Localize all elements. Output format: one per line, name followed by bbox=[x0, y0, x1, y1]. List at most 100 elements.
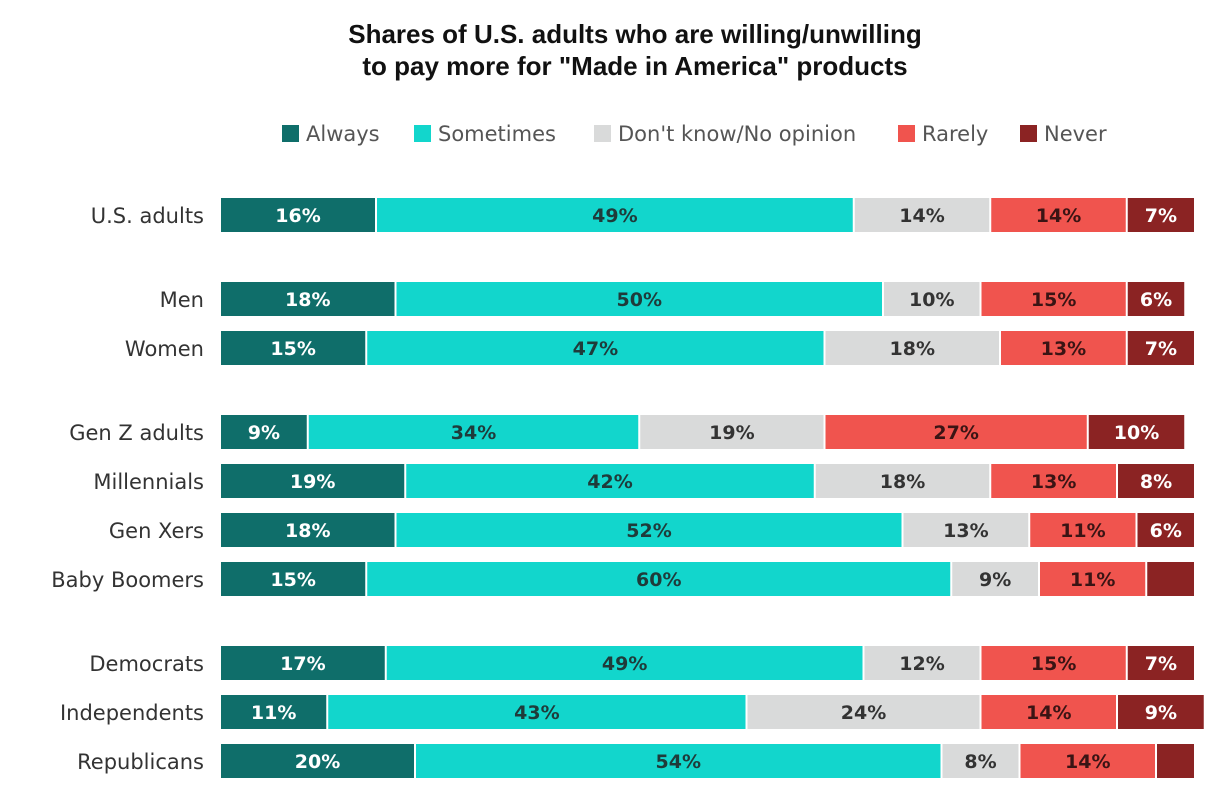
legend-label-never: Never bbox=[1044, 122, 1107, 146]
chart-rows: U.S. adults 16% 49% 14% 14% 7% Men 18% 50% 10% 15%… bbox=[51, 198, 1204, 778]
bar-segment-always bbox=[221, 744, 414, 778]
data-label: 13% bbox=[943, 520, 988, 542]
row-label: Women bbox=[125, 337, 204, 361]
data-label: 42% bbox=[587, 471, 632, 493]
bar-segment-sometimes bbox=[328, 695, 746, 729]
legend-swatch-don-t-know-no-opinion bbox=[594, 125, 611, 142]
legend-item-rarely: Rarely bbox=[898, 122, 988, 146]
bar-segment-rarely bbox=[981, 646, 1126, 680]
bar-row-independents: Independents 11% 43% 24% 14% 9% bbox=[60, 695, 1204, 729]
bar-segment-never bbox=[1127, 282, 1185, 316]
bar-segment-always bbox=[221, 695, 327, 729]
bar-segment-don-t-know-no-opinion bbox=[825, 331, 999, 365]
bar-segment-rarely bbox=[1020, 744, 1155, 778]
bar-segment-never bbox=[1137, 513, 1194, 547]
row-label: Gen Xers bbox=[109, 519, 204, 543]
data-label: 15% bbox=[270, 569, 315, 591]
bar-row-women: Women 15% 47% 18% 13% 7% bbox=[125, 331, 1194, 365]
bar-segment-rarely bbox=[981, 282, 1126, 316]
legend-label-sometimes: Sometimes bbox=[438, 122, 556, 146]
legend-item-always: Always bbox=[282, 122, 380, 146]
legend-item-never: Never bbox=[1020, 122, 1107, 146]
data-label: 15% bbox=[1031, 289, 1076, 311]
bar-segment-always bbox=[221, 562, 366, 596]
data-label: 14% bbox=[1065, 751, 1110, 773]
data-label: 15% bbox=[270, 338, 315, 360]
bar-segment-don-t-know-no-opinion bbox=[864, 646, 980, 680]
data-label: 8% bbox=[1140, 471, 1172, 493]
data-label: 49% bbox=[602, 653, 647, 675]
legend-label-rarely: Rarely bbox=[922, 122, 988, 146]
data-label: 10% bbox=[909, 289, 954, 311]
bar-segment-rarely bbox=[981, 695, 1116, 729]
data-label: 6% bbox=[1150, 520, 1182, 542]
data-label: 24% bbox=[841, 702, 886, 724]
bar-segment-rarely bbox=[1030, 513, 1136, 547]
bar-segment-rarely bbox=[991, 198, 1126, 232]
row-label: Democrats bbox=[89, 652, 204, 676]
bar-row-republicans: Republicans 20% 54% 8% 14% bbox=[77, 744, 1194, 778]
bar-row-millennials: Millennials 19% 42% 18% 13% 8% bbox=[93, 464, 1194, 498]
data-label: 10% bbox=[1114, 422, 1159, 444]
bar-segment-don-t-know-no-opinion bbox=[903, 513, 1029, 547]
data-label: 13% bbox=[1041, 338, 1086, 360]
bar-segment-never bbox=[1147, 562, 1194, 596]
bar-segment-never bbox=[1118, 695, 1204, 729]
bar-segment-always bbox=[221, 331, 366, 365]
bar-segment-never bbox=[1127, 198, 1194, 232]
bar-segment-don-t-know-no-opinion bbox=[854, 198, 990, 232]
bar-segment-always bbox=[221, 464, 405, 498]
bar-row-democrats: Democrats 17% 49% 12% 15% 7% bbox=[89, 646, 1194, 680]
bar-segment-sometimes bbox=[396, 513, 902, 547]
data-label: 14% bbox=[1036, 205, 1081, 227]
data-label: 9% bbox=[248, 422, 280, 444]
data-label: 27% bbox=[933, 422, 978, 444]
legend-swatch-sometimes bbox=[414, 125, 431, 142]
data-label: 43% bbox=[514, 702, 559, 724]
bar-segment-don-t-know-no-opinion bbox=[942, 744, 1019, 778]
legend-item-don-t-know-no-opinion: Don't know/No opinion bbox=[594, 122, 856, 146]
bar-segment-don-t-know-no-opinion bbox=[952, 562, 1038, 596]
data-label: 18% bbox=[285, 289, 330, 311]
data-label: 18% bbox=[880, 471, 925, 493]
row-label: Men bbox=[160, 288, 204, 312]
data-label: 14% bbox=[899, 205, 944, 227]
legend-label-always: Always bbox=[306, 122, 380, 146]
data-label: 34% bbox=[451, 422, 496, 444]
data-label: 17% bbox=[280, 653, 325, 675]
legend: Always Sometimes Don't know/No opinion Rare… bbox=[282, 122, 1107, 146]
bar-segment-rarely bbox=[1001, 331, 1126, 365]
bar-segment-always bbox=[221, 646, 385, 680]
bar-segment-never bbox=[1088, 415, 1185, 449]
legend-label-don-t-know-no-opinion: Don't know/No opinion bbox=[618, 122, 856, 146]
legend-swatch-always bbox=[282, 125, 299, 142]
data-label: 60% bbox=[636, 569, 681, 591]
legend-swatch-rarely bbox=[898, 125, 915, 142]
data-label: 6% bbox=[1140, 289, 1172, 311]
bar-row-gen-xers: Gen Xers 18% 52% 13% 11% 6% bbox=[109, 513, 1194, 547]
bar-segment-never bbox=[1127, 646, 1194, 680]
data-label: 8% bbox=[964, 751, 996, 773]
bar-segment-don-t-know-no-opinion bbox=[747, 695, 980, 729]
bar-row-baby-boomers: Baby Boomers 15% 60% 9% 11% bbox=[51, 562, 1194, 596]
legend-item-sometimes: Sometimes bbox=[414, 122, 556, 146]
data-label: 54% bbox=[656, 751, 701, 773]
data-label: 15% bbox=[1031, 653, 1076, 675]
bar-row-gen-z-adults: Gen Z adults 9% 34% 19% 27% 10% bbox=[69, 415, 1185, 449]
row-label: Gen Z adults bbox=[69, 421, 204, 445]
data-label: 47% bbox=[573, 338, 618, 360]
data-label: 11% bbox=[251, 702, 296, 724]
row-label: Republicans bbox=[77, 750, 204, 774]
bar-segment-sometimes bbox=[396, 282, 882, 316]
bar-row-u-s-adults: U.S. adults 16% 49% 14% 14% 7% bbox=[91, 198, 1194, 232]
data-label: 12% bbox=[899, 653, 944, 675]
bar-segment-always bbox=[221, 415, 307, 449]
bar-segment-rarely bbox=[1040, 562, 1146, 596]
bar-segment-sometimes bbox=[367, 562, 951, 596]
data-label: 7% bbox=[1145, 338, 1177, 360]
data-label: 16% bbox=[275, 205, 320, 227]
bar-segment-don-t-know-no-opinion bbox=[815, 464, 990, 498]
data-label: 11% bbox=[1060, 520, 1105, 542]
data-label: 52% bbox=[626, 520, 671, 542]
bar-segment-never bbox=[1127, 331, 1194, 365]
